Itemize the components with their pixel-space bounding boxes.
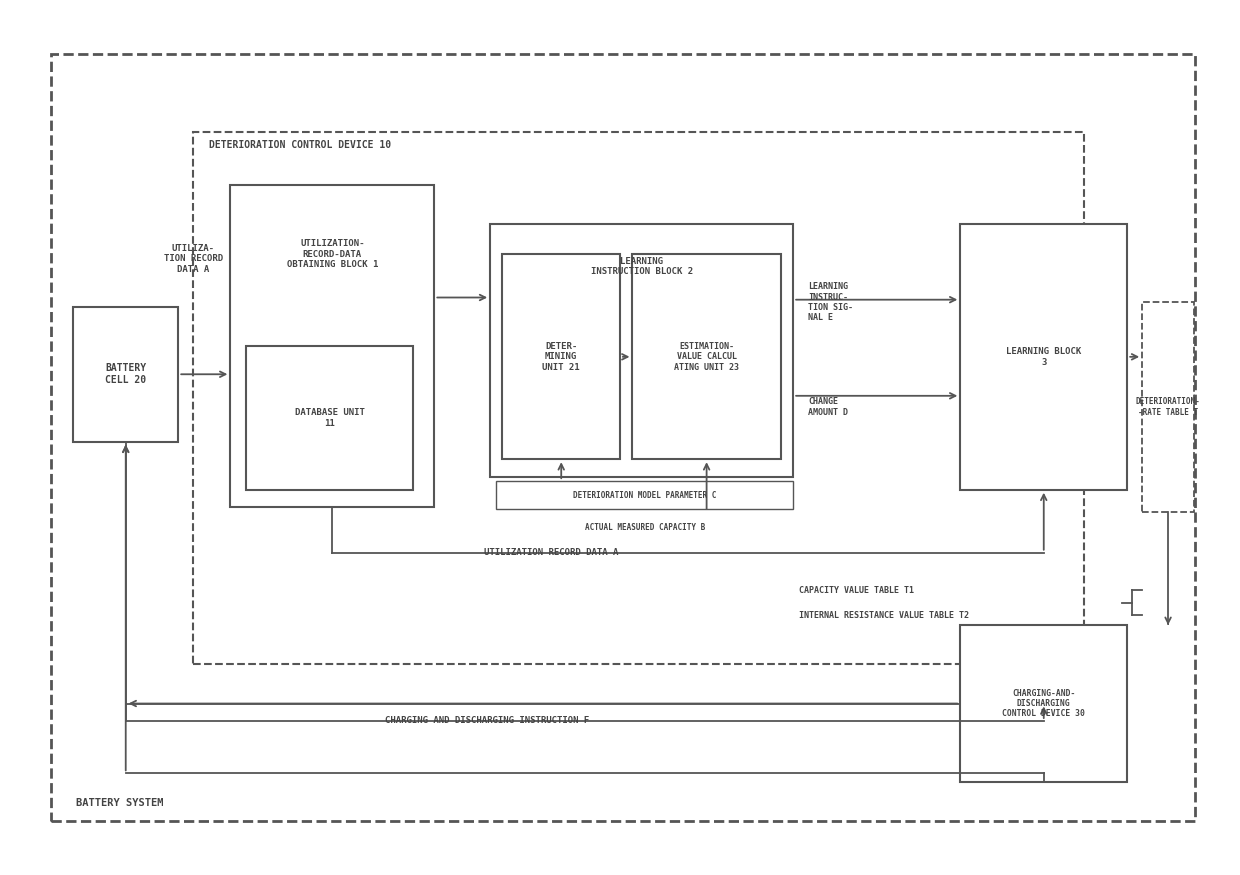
- Text: BATTERY SYSTEM: BATTERY SYSTEM: [76, 798, 164, 808]
- Text: DETER-
MINING
UNIT 21: DETER- MINING UNIT 21: [542, 342, 580, 372]
- Text: UTILIZATION-
RECORD-DATA
OBTAINING BLOCK 1: UTILIZATION- RECORD-DATA OBTAINING BLOCK…: [286, 240, 378, 270]
- Text: DETERIORATION CONTROL DEVICE 10: DETERIORATION CONTROL DEVICE 10: [210, 140, 392, 150]
- FancyBboxPatch shape: [73, 306, 179, 442]
- FancyBboxPatch shape: [502, 255, 620, 459]
- Text: INTERNAL RESISTANCE VALUE TABLE T2: INTERNAL RESISTANCE VALUE TABLE T2: [800, 611, 970, 620]
- Text: LEARNING BLOCK
3: LEARNING BLOCK 3: [1006, 347, 1081, 367]
- FancyBboxPatch shape: [960, 224, 1127, 490]
- Text: ACTUAL MEASURED CAPACITY B: ACTUAL MEASURED CAPACITY B: [584, 523, 704, 532]
- FancyBboxPatch shape: [490, 224, 794, 477]
- FancyBboxPatch shape: [960, 625, 1127, 782]
- Text: BATTERY
CELL 20: BATTERY CELL 20: [105, 363, 146, 385]
- FancyBboxPatch shape: [1142, 302, 1194, 512]
- Text: CHARGING-AND-
DISCHARGING
CONTROL DEVICE 30: CHARGING-AND- DISCHARGING CONTROL DEVICE…: [1002, 689, 1085, 718]
- Text: LEARNING
INSTRUC-
TION SIG-
NAL E: LEARNING INSTRUC- TION SIG- NAL E: [808, 283, 853, 322]
- Text: UTILIZATION RECORD DATA A: UTILIZATION RECORD DATA A: [484, 548, 619, 557]
- Text: DETERIORATION-
-RATE TABLE T: DETERIORATION- -RATE TABLE T: [1136, 397, 1200, 416]
- Text: CHARGING AND DISCHARGING INSTRUCTION F: CHARGING AND DISCHARGING INSTRUCTION F: [384, 717, 589, 725]
- Text: ESTIMATION-
VALUE CALCUL
ATING UNIT 23: ESTIMATION- VALUE CALCUL ATING UNIT 23: [675, 342, 739, 372]
- FancyBboxPatch shape: [247, 346, 413, 490]
- FancyBboxPatch shape: [632, 255, 781, 459]
- FancyBboxPatch shape: [496, 481, 794, 509]
- Text: DATABASE UNIT
11: DATABASE UNIT 11: [295, 408, 365, 428]
- Text: LEARNING
INSTRUCTION BLOCK 2: LEARNING INSTRUCTION BLOCK 2: [590, 256, 693, 276]
- Text: DETERIORATION MODEL PARAMETER C: DETERIORATION MODEL PARAMETER C: [573, 491, 717, 500]
- Text: CAPACITY VALUE TABLE T1: CAPACITY VALUE TABLE T1: [800, 585, 914, 595]
- FancyBboxPatch shape: [231, 185, 434, 508]
- FancyBboxPatch shape: [193, 132, 1084, 664]
- FancyBboxPatch shape: [51, 53, 1195, 822]
- Text: CHANGE
AMOUNT D: CHANGE AMOUNT D: [808, 397, 848, 416]
- Text: UTILIZA-
TION RECORD
DATA A: UTILIZA- TION RECORD DATA A: [164, 244, 223, 274]
